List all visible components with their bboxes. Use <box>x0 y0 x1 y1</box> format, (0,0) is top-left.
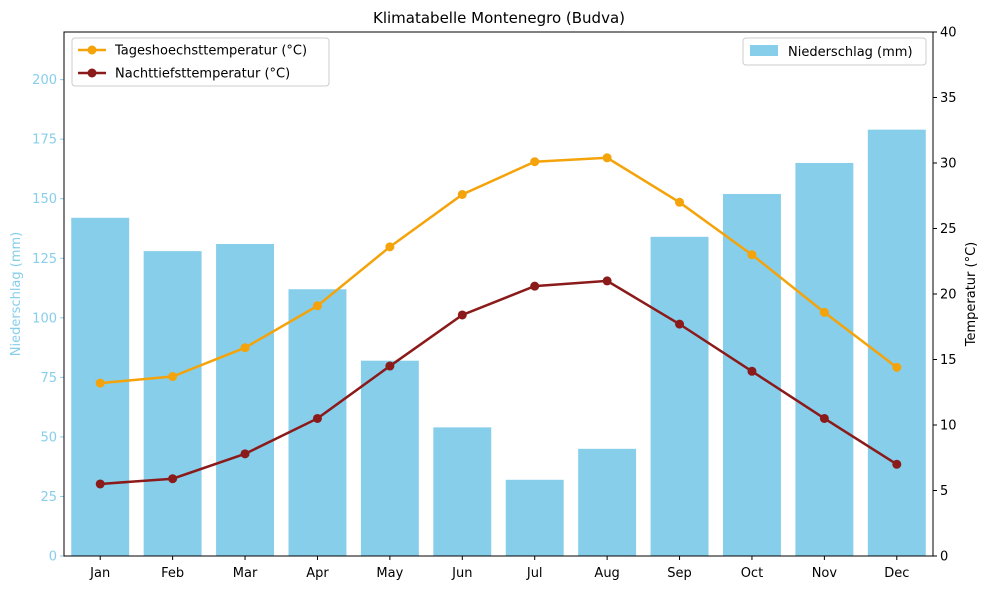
bar-legend-box <box>742 37 927 66</box>
right-y-tick-label: 5 <box>940 484 948 499</box>
axes: Jan Feb Mar Apr May Jun Jul Aug Sep Oct Nov Dec 0 25 5… <box>9 26 979 582</box>
point-0-Jan <box>95 378 105 388</box>
x-tick-label: Feb <box>161 566 184 581</box>
bar-Mar <box>216 243 275 556</box>
left-y-tick-label: 75 <box>40 371 57 386</box>
bar-Aug <box>578 448 637 556</box>
x-tick-label: Apr <box>306 566 329 581</box>
bar-Jun <box>433 427 492 556</box>
x-tick-label: Jun <box>451 566 472 581</box>
right-y-tick-label: 35 <box>940 91 957 106</box>
point-0-Jul <box>530 157 540 167</box>
point-1-Apr <box>312 413 322 423</box>
point-1-Jun <box>457 310 467 320</box>
point-0-Jun <box>457 189 467 199</box>
point-1-Oct <box>747 366 757 376</box>
point-1-May <box>385 361 395 371</box>
point-1-Sep <box>675 319 685 329</box>
point-0-Aug <box>602 153 612 163</box>
left-y-tick-label: 175 <box>32 133 57 148</box>
right-y-tick-label: 15 <box>940 353 957 368</box>
point-0-Mar <box>240 343 250 353</box>
x-tick-label: May <box>376 566 403 581</box>
left-axis-label: Niederschlag (mm) <box>9 232 24 357</box>
left-y-tick-label: 150 <box>32 192 57 207</box>
point-1-Nov <box>819 413 829 423</box>
x-tick-label: Mar <box>233 566 258 581</box>
bar-Sep <box>650 236 709 556</box>
bar-Feb <box>143 251 202 557</box>
right-y-tick-label: 20 <box>940 288 957 303</box>
legends: Tageshoechsttemperatur (°C) Nachttiefstte… <box>71 37 927 87</box>
x-tick-label: Jul <box>526 566 543 581</box>
right-y-tick-label: 25 <box>940 222 957 237</box>
point-1-Dec <box>892 459 902 469</box>
bar-May <box>360 360 419 556</box>
left-y-tick-label: 125 <box>32 252 57 267</box>
point-0-Oct <box>747 250 757 260</box>
x-tick-label: Aug <box>594 566 619 581</box>
point-1-Aug <box>602 276 612 286</box>
left-y-tick-label: 200 <box>32 73 57 88</box>
right-y-tick-label: 30 <box>940 157 957 172</box>
left-y-tick-label: 100 <box>32 311 57 326</box>
point-0-May <box>385 242 395 252</box>
bar-Dec <box>867 129 926 556</box>
x-tick-label: Oct <box>741 566 763 581</box>
left-y-tick-label: 50 <box>40 430 57 445</box>
bar-Nov <box>795 163 854 556</box>
bar-Jul <box>505 479 564 556</box>
temperature-lines <box>95 153 902 489</box>
right-y-tick-label: 0 <box>940 550 948 565</box>
point-1-Jan <box>95 479 105 489</box>
line-series-1 <box>100 279 898 486</box>
legend-label: Niederschlag (mm) <box>788 45 913 60</box>
legend-marker <box>87 68 97 78</box>
precipitation-bars <box>71 129 926 557</box>
legend-marker <box>87 45 97 55</box>
right-axis-label: Temperatur (°C) <box>964 242 979 348</box>
point-1-Feb <box>168 474 178 484</box>
point-0-Dec <box>892 362 902 372</box>
chart-title: Klimatabelle Montenegro (Budva) <box>373 9 625 27</box>
point-0-Apr <box>312 301 322 311</box>
legend-label: Tageshoechsttemperatur (°C) <box>114 44 307 59</box>
point-0-Nov <box>819 307 829 317</box>
right-y-tick-label: 10 <box>940 419 957 434</box>
x-tick-label: Nov <box>812 566 838 581</box>
point-0-Sep <box>675 197 685 207</box>
legend-bar-swatch <box>750 45 778 56</box>
line-series-0 <box>100 156 898 385</box>
right-y-tick-label: 40 <box>940 26 957 41</box>
x-tick-label: Sep <box>667 566 692 581</box>
x-tick-label: Jan <box>89 566 110 581</box>
left-y-tick-label: 25 <box>40 490 57 505</box>
legend-label: Nachttiefsttemperatur (°C) <box>115 67 290 82</box>
line-legend-box <box>71 37 330 87</box>
x-tick-label: Dec <box>884 566 909 581</box>
point-1-Jul <box>530 281 540 291</box>
plot-frame <box>63 31 934 557</box>
left-y-tick-label: 0 <box>49 550 57 565</box>
point-0-Feb <box>168 372 178 382</box>
point-1-Mar <box>240 449 250 459</box>
